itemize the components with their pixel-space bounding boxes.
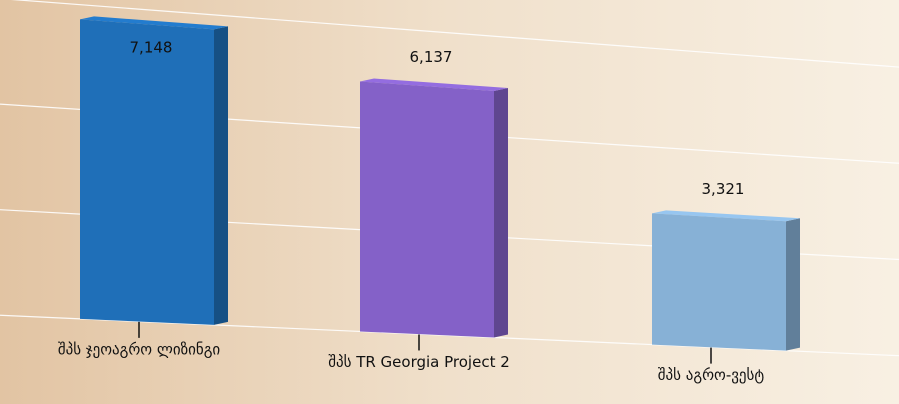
- data-label: 3,321: [702, 180, 745, 198]
- data-label: 6,137: [410, 48, 453, 66]
- bar: [360, 81, 494, 338]
- bar-side: [494, 87, 508, 338]
- bar: [80, 19, 214, 325]
- x-tick-label: შპს აგრო-ვესტ: [658, 366, 765, 384]
- bar-side: [214, 26, 228, 325]
- bar-top: [80, 16, 228, 30]
- data-label: 7,148: [130, 39, 173, 57]
- bar-top: [652, 210, 800, 222]
- x-tick-label: შპს ჯეოაგრო ლიზინგი: [58, 340, 221, 358]
- grid-line: [10, 0, 899, 68]
- bar-side: [786, 218, 800, 351]
- bar-top: [360, 78, 508, 91]
- bar: [652, 213, 786, 351]
- x-tick-label: შპს TR Georgia Project 2: [328, 353, 510, 371]
